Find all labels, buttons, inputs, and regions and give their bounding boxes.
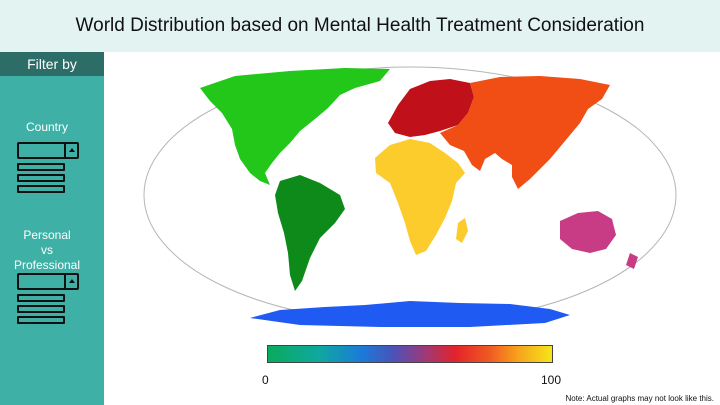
region-antarctica[interactable] bbox=[250, 301, 570, 327]
dropdown-option[interactable] bbox=[17, 305, 65, 313]
region-africa[interactable] bbox=[375, 139, 465, 255]
region-europe[interactable] bbox=[388, 79, 474, 137]
page-title: World Distribution based on Mental Healt… bbox=[75, 15, 645, 36]
dropdown-option[interactable] bbox=[17, 185, 65, 193]
personal-professional-select[interactable] bbox=[17, 273, 79, 290]
chevron-up-icon[interactable] bbox=[64, 144, 77, 157]
personal-label-line1: Personal bbox=[23, 228, 71, 242]
dropdown-option[interactable] bbox=[17, 163, 65, 171]
personal-label-line3: Professional bbox=[13, 258, 81, 272]
header-bar bbox=[0, 0, 720, 52]
country-filter-label: Country bbox=[25, 120, 69, 134]
region-madagascar[interactable] bbox=[456, 218, 468, 243]
region-north-america[interactable] bbox=[200, 68, 390, 185]
country-select[interactable] bbox=[17, 142, 79, 159]
color-scale-legend bbox=[267, 345, 553, 363]
region-greenland[interactable] bbox=[310, 68, 372, 93]
scale-max-label: 100 bbox=[541, 373, 562, 387]
filter-heading: Filter by bbox=[0, 52, 104, 76]
disclaimer-note: Note: Actual graphs may not look like th… bbox=[565, 394, 714, 403]
chevron-up-icon[interactable] bbox=[64, 275, 77, 288]
dropdown-option[interactable] bbox=[17, 316, 65, 324]
dropdown-option[interactable] bbox=[17, 174, 65, 182]
personal-label-line2: vs bbox=[41, 243, 53, 257]
filter-sidebar: Filter by Country Personal vs Profession… bbox=[0, 52, 104, 405]
region-asia[interactable] bbox=[440, 76, 610, 189]
world-map[interactable] bbox=[140, 63, 680, 329]
scale-min-label: 0 bbox=[262, 373, 269, 387]
region-new-zealand[interactable] bbox=[626, 253, 638, 269]
region-south-america[interactable] bbox=[275, 175, 345, 291]
dropdown-option[interactable] bbox=[17, 294, 65, 302]
region-oceania[interactable] bbox=[560, 211, 616, 253]
